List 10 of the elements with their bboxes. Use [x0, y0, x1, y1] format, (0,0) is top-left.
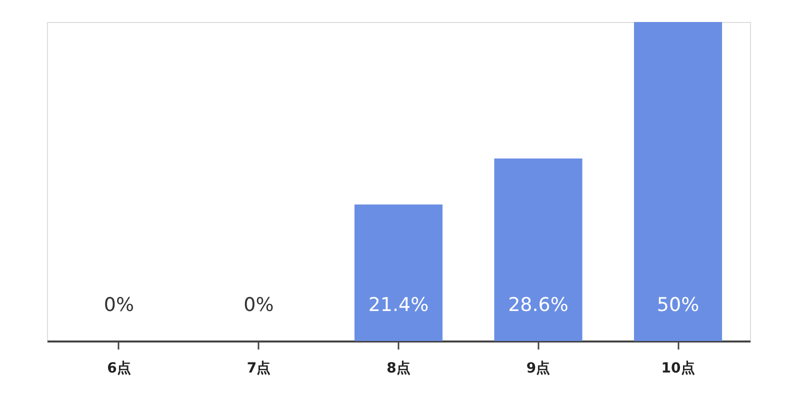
data-label: 50%: [656, 294, 700, 316]
x-tick-label: 9点: [526, 360, 550, 376]
x-tick-label: 7点: [246, 360, 271, 376]
data-label: 0%: [244, 294, 274, 316]
x-tick-label: 6点: [107, 360, 131, 376]
data-label: 0%: [104, 294, 134, 316]
data-label: 21.4%: [368, 294, 429, 316]
x-tick-label: 10点: [661, 360, 695, 376]
data-label: 28.6%: [508, 294, 568, 316]
x-tick-label: 8点: [386, 360, 410, 376]
